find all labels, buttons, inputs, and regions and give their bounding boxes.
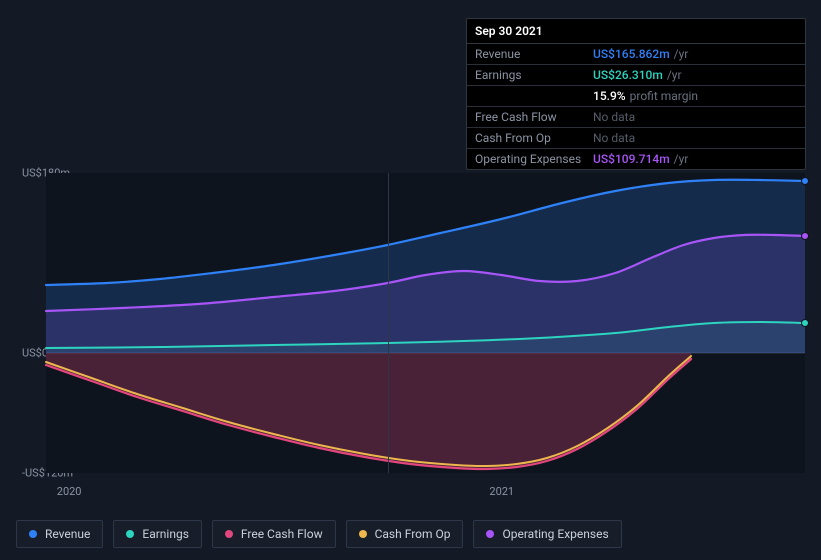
legend-swatch xyxy=(359,530,367,538)
tooltip-row-label: Free Cash Flow xyxy=(475,110,593,124)
legend-swatch xyxy=(126,530,134,538)
chart-tooltip: Sep 30 2021 RevenueUS$165.862m/yrEarning… xyxy=(466,18,806,170)
series-end-dot xyxy=(801,232,809,240)
series-end-dot xyxy=(801,319,809,327)
chart-cursor-line xyxy=(388,173,389,473)
legend-swatch xyxy=(29,530,37,538)
legend-label: Cash From Op xyxy=(375,527,451,541)
y-axis-label: US$0 xyxy=(22,347,48,360)
x-axis-label: 2021 xyxy=(489,485,514,498)
tooltip-row: Free Cash FlowNo data xyxy=(467,107,805,128)
tooltip-row-value: No data xyxy=(593,110,797,124)
legend-item-earnings[interactable]: Earnings xyxy=(113,520,202,548)
x-axis-label: 2020 xyxy=(57,485,82,498)
legend-item-cash-from-op[interactable]: Cash From Op xyxy=(346,520,464,548)
legend-label: Free Cash Flow xyxy=(241,527,323,541)
legend-label: Operating Expenses xyxy=(502,527,608,541)
tooltip-row: EarningsUS$26.310m/yr xyxy=(467,65,805,86)
tooltip-row-value: No data xyxy=(593,131,797,145)
tooltip-row-label: Earnings xyxy=(475,68,593,82)
tooltip-row: 15.9%profit margin xyxy=(467,86,805,107)
chart-plot-area[interactable] xyxy=(46,173,805,473)
legend-swatch xyxy=(225,530,233,538)
tooltip-date: Sep 30 2021 xyxy=(467,19,805,44)
legend-item-free-cash-flow[interactable]: Free Cash Flow xyxy=(212,520,336,548)
tooltip-row-value: 15.9%profit margin xyxy=(593,89,797,103)
tooltip-row-value: US$165.862m/yr xyxy=(593,47,797,61)
legend-label: Earnings xyxy=(142,527,189,541)
legend-swatch xyxy=(486,530,494,538)
chart-container: US$180mUS$0-US$120m 20202021 xyxy=(16,155,805,475)
chart-legend: Revenue Earnings Free Cash Flow Cash From O… xyxy=(16,520,622,548)
tooltip-row-value: US$26.310m/yr xyxy=(593,68,797,82)
tooltip-row-label: Cash From Op xyxy=(475,131,593,145)
legend-item-revenue[interactable]: Revenue xyxy=(16,520,103,548)
tooltip-row: RevenueUS$165.862m/yr xyxy=(467,44,805,65)
tooltip-row-label xyxy=(475,89,593,103)
series-end-dot xyxy=(801,177,809,185)
tooltip-row-label: Revenue xyxy=(475,47,593,61)
tooltip-row: Cash From OpNo data xyxy=(467,128,805,149)
legend-item-operating-expenses[interactable]: Operating Expenses xyxy=(473,520,621,548)
legend-label: Revenue xyxy=(45,527,90,541)
